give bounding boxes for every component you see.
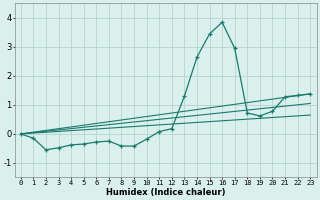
X-axis label: Humidex (Indice chaleur): Humidex (Indice chaleur) <box>106 188 225 197</box>
